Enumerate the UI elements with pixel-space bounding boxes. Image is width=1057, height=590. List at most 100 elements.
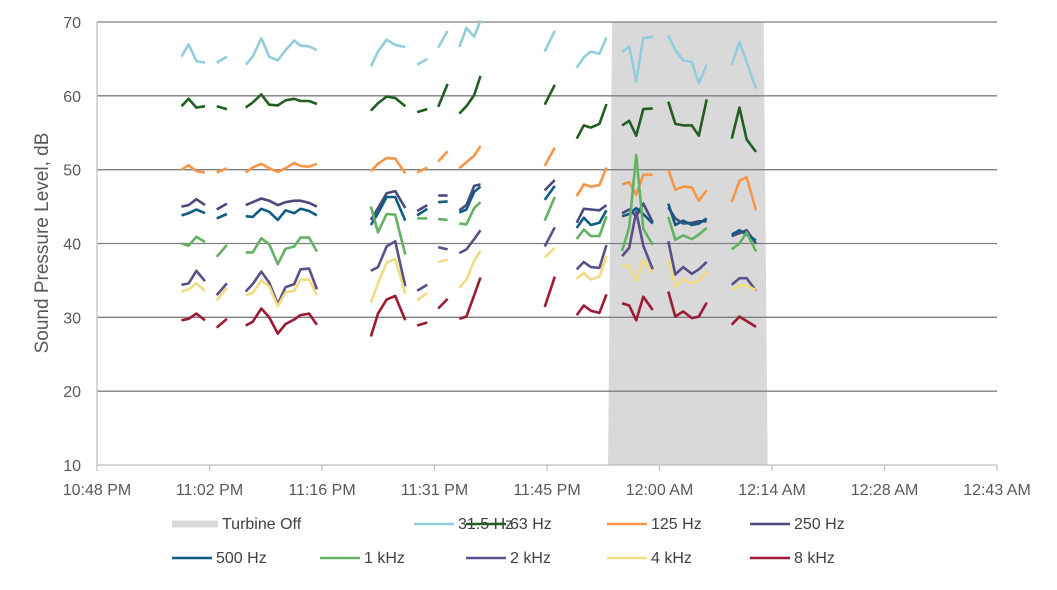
series-125-hz xyxy=(180,145,758,211)
series-4-khz xyxy=(181,246,757,308)
series-line-4-khz xyxy=(621,258,654,283)
series-layer xyxy=(180,20,758,337)
series-line-31-5-hz xyxy=(216,55,228,64)
series-63-hz xyxy=(180,75,758,153)
series-line-2-khz xyxy=(458,229,482,255)
series-line-8-khz xyxy=(667,291,708,320)
x-tick-label: 12:00 AM xyxy=(626,482,694,499)
series-2-khz xyxy=(181,210,758,306)
series-line-250-hz xyxy=(543,179,556,192)
series-line-2-khz xyxy=(730,276,758,292)
series-line-2-khz xyxy=(575,244,608,271)
series-line-1-khz xyxy=(369,206,407,255)
y-tick-label: 10 xyxy=(63,458,81,475)
y-tick-label: 20 xyxy=(63,384,81,401)
series-line-500-hz xyxy=(575,209,608,229)
y-tick-label: 40 xyxy=(63,237,81,254)
series-line-500-hz xyxy=(245,207,318,222)
series-line-1-khz xyxy=(575,215,608,240)
series-line-4-khz xyxy=(667,257,708,289)
series-line-63-hz xyxy=(575,103,608,140)
series-line-1-khz xyxy=(215,244,228,258)
series-line-250-hz xyxy=(181,197,206,208)
legend-item-125-hz: 125 Hz xyxy=(607,516,702,533)
series-line-8-khz xyxy=(458,277,482,321)
series-line-500-hz xyxy=(438,200,448,204)
series-line-125-hz xyxy=(180,163,206,174)
series-line-63-hz xyxy=(416,107,428,114)
series-line-125-hz xyxy=(575,167,608,197)
legend-item-500-hz: 500 Hz xyxy=(172,550,267,567)
series-line-63-hz xyxy=(244,93,318,109)
y-tick-label: 30 xyxy=(63,310,81,327)
series-line-500-hz xyxy=(667,203,708,227)
legend-label: 500 Hz xyxy=(216,550,267,567)
series-line-2-khz xyxy=(181,269,207,287)
series-line-63-hz xyxy=(458,75,482,115)
legend-item-turbine-off: Turbine Off xyxy=(172,516,302,533)
legend-label: 63 Hz xyxy=(510,516,552,533)
legend-label: 125 Hz xyxy=(651,516,702,533)
legend-label: 1 kHz xyxy=(364,550,405,567)
legend-item-4-khz: 4 kHz xyxy=(607,550,692,567)
series-line-125-hz xyxy=(621,173,653,197)
series-line-1-khz xyxy=(730,231,758,253)
series-line-8-khz xyxy=(437,297,449,310)
series-line-1-khz xyxy=(438,217,448,222)
series-line-125-hz xyxy=(730,175,758,211)
series-line-8-khz xyxy=(215,317,228,329)
series-line-8-khz xyxy=(416,321,428,327)
series-line-4-khz xyxy=(245,278,319,308)
series-500-hz xyxy=(181,185,757,242)
series-line-125-hz xyxy=(437,150,449,163)
series-line-2-khz xyxy=(667,241,708,276)
legend-label: 4 kHz xyxy=(651,550,692,567)
legend-label: 2 kHz xyxy=(510,550,551,567)
series-line-1-khz xyxy=(181,235,206,247)
series-line-1-khz xyxy=(543,196,556,222)
series-line-8-khz xyxy=(543,276,557,308)
y-tick-label: 70 xyxy=(63,15,81,32)
legend-label: 250 Hz xyxy=(794,516,845,533)
series-line-500-hz xyxy=(416,207,429,217)
series-line-8-khz xyxy=(621,295,654,322)
series-line-1-khz xyxy=(667,216,708,242)
series-line-125-hz xyxy=(667,169,708,202)
series-line-250-hz xyxy=(216,202,228,211)
series-line-63-hz xyxy=(667,99,708,137)
legend-item-250-hz: 250 Hz xyxy=(750,516,845,533)
y-tick-label: 60 xyxy=(63,89,81,106)
series-line-31-5-hz xyxy=(575,36,608,69)
y-tick-label: 50 xyxy=(63,163,81,180)
series-line-500-hz xyxy=(621,206,654,225)
series-line-500-hz xyxy=(181,208,206,217)
series-line-8-khz xyxy=(369,294,407,337)
series-1-khz xyxy=(181,153,758,266)
series-line-2-khz xyxy=(437,245,448,251)
series-line-500-hz xyxy=(369,195,407,226)
series-line-2-khz xyxy=(244,267,319,306)
series-line-250-hz xyxy=(245,197,318,208)
series-line-63-hz xyxy=(543,84,556,106)
x-tick-label: 12:28 AM xyxy=(851,482,919,499)
series-line-250-hz xyxy=(416,203,428,213)
legend-label: Turbine Off xyxy=(222,516,302,533)
series-line-2-khz xyxy=(416,283,428,292)
series-line-4-khz xyxy=(215,286,228,302)
series-line-250-hz xyxy=(458,183,481,212)
series-line-4-khz xyxy=(458,250,482,289)
series-line-4-khz xyxy=(369,257,407,304)
series-line-125-hz xyxy=(416,166,428,174)
series-line-500-hz xyxy=(458,185,482,214)
series-line-4-khz xyxy=(543,246,556,259)
series-line-31-5-hz xyxy=(437,30,449,49)
axis-layer: 10 20 30 40 50 60 70 10:48 PM 11:02 PM 11:16 PM 11… xyxy=(63,15,1031,499)
series-line-2-khz xyxy=(215,282,228,297)
series-line-8-khz xyxy=(730,315,757,329)
series-line-63-hz xyxy=(436,83,449,108)
series-line-125-hz xyxy=(369,156,407,175)
series-line-8-khz xyxy=(181,312,206,322)
x-tick-label: 11:31 PM xyxy=(401,482,468,499)
series-line-8-khz xyxy=(245,307,318,335)
series-line-31-5-hz xyxy=(543,30,556,53)
